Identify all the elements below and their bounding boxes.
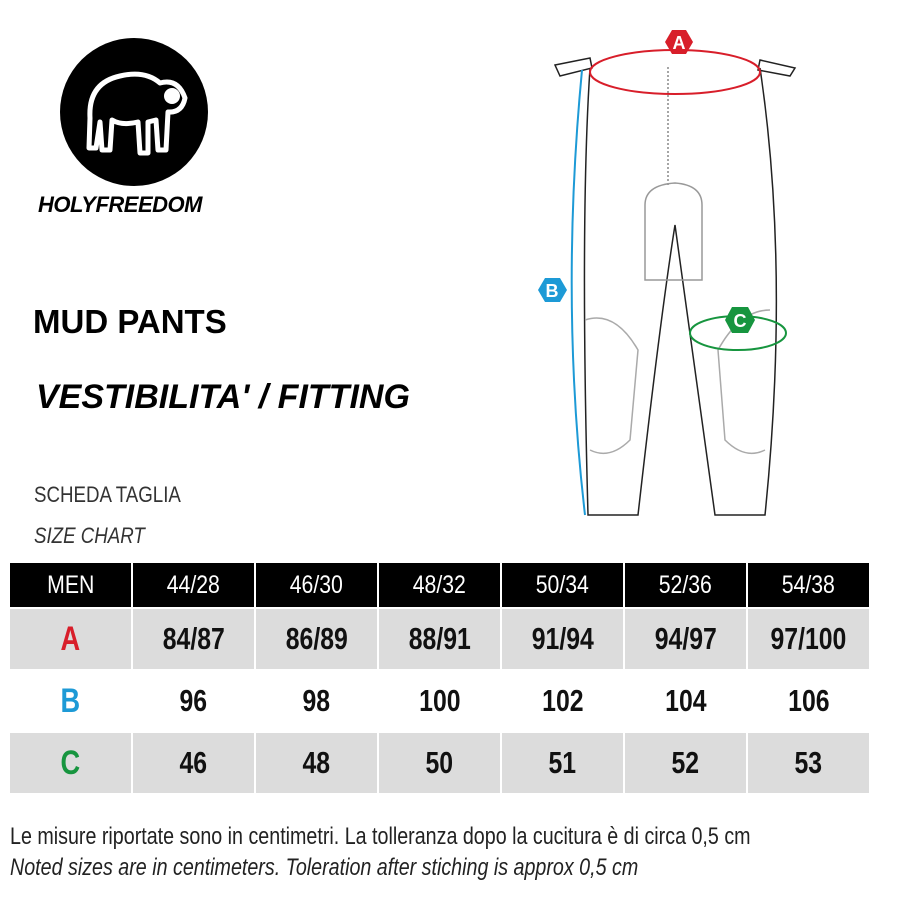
table-cell: 46 — [133, 733, 254, 793]
header-cell: 44/28 — [133, 563, 254, 607]
size-table: MEN 44/28 46/30 48/32 50/34 52/36 54/38 … — [8, 561, 871, 795]
note-italian: Le misure riportate sono in centimetri. … — [10, 823, 751, 850]
pants-diagram: A B C — [538, 30, 797, 516]
row-label-c: C — [10, 733, 131, 793]
measure-b-length: B — [538, 69, 586, 516]
sheep-logo-icon — [60, 38, 208, 186]
table-cell: 96 — [133, 671, 254, 731]
label-b: B — [546, 281, 559, 301]
label-a: A — [673, 33, 686, 53]
size-chart-title-it: SCHEDA TAGLIA — [34, 482, 181, 507]
table-header-row: MEN 44/28 46/30 48/32 50/34 52/36 54/38 — [10, 563, 869, 607]
measure-a-waist: A — [589, 30, 761, 95]
brand-name: HOLYFREEDOM — [38, 192, 202, 217]
table-cell: 94/97 — [625, 609, 746, 669]
table-row: C 46 48 50 51 52 53 — [10, 733, 869, 793]
table-cell: 50 — [379, 733, 500, 793]
table-cell: 88/91 — [379, 609, 500, 669]
table-cell: 53 — [748, 733, 869, 793]
table-cell: 100 — [379, 671, 500, 731]
header-cell: MEN — [10, 563, 131, 607]
label-c: C — [734, 311, 747, 331]
pants-outline — [553, 57, 797, 516]
header-cell: 50/34 — [502, 563, 623, 607]
table-row: B 96 98 100 102 104 106 — [10, 671, 869, 731]
row-label-a: A — [10, 609, 131, 669]
header-cell: 52/36 — [625, 563, 746, 607]
header-cell: 54/38 — [748, 563, 869, 607]
table-cell: 84/87 — [133, 609, 254, 669]
table-cell: 98 — [256, 671, 377, 731]
table-cell: 106 — [748, 671, 869, 731]
table-cell: 91/94 — [502, 609, 623, 669]
note-english: Noted sizes are in centimeters. Tolerati… — [10, 854, 639, 881]
size-chart-title-en: SIZE CHART — [34, 523, 145, 548]
table-cell: 52 — [625, 733, 746, 793]
row-label-b: B — [10, 671, 131, 731]
measure-c-knee: C — [689, 307, 787, 351]
table-cell: 104 — [625, 671, 746, 731]
product-title: MUD PANTS — [33, 303, 227, 340]
header-cell: 48/32 — [379, 563, 500, 607]
table-cell: 97/100 — [748, 609, 869, 669]
table-cell: 102 — [502, 671, 623, 731]
table-cell: 51 — [502, 733, 623, 793]
header-cell: 46/30 — [256, 563, 377, 607]
table-cell: 86/89 — [256, 609, 377, 669]
table-row: A 84/87 86/89 88/91 91/94 94/97 97/100 — [10, 609, 869, 669]
table-cell: 48 — [256, 733, 377, 793]
fitting-subtitle: VESTIBILITA' / FITTING — [36, 378, 410, 416]
